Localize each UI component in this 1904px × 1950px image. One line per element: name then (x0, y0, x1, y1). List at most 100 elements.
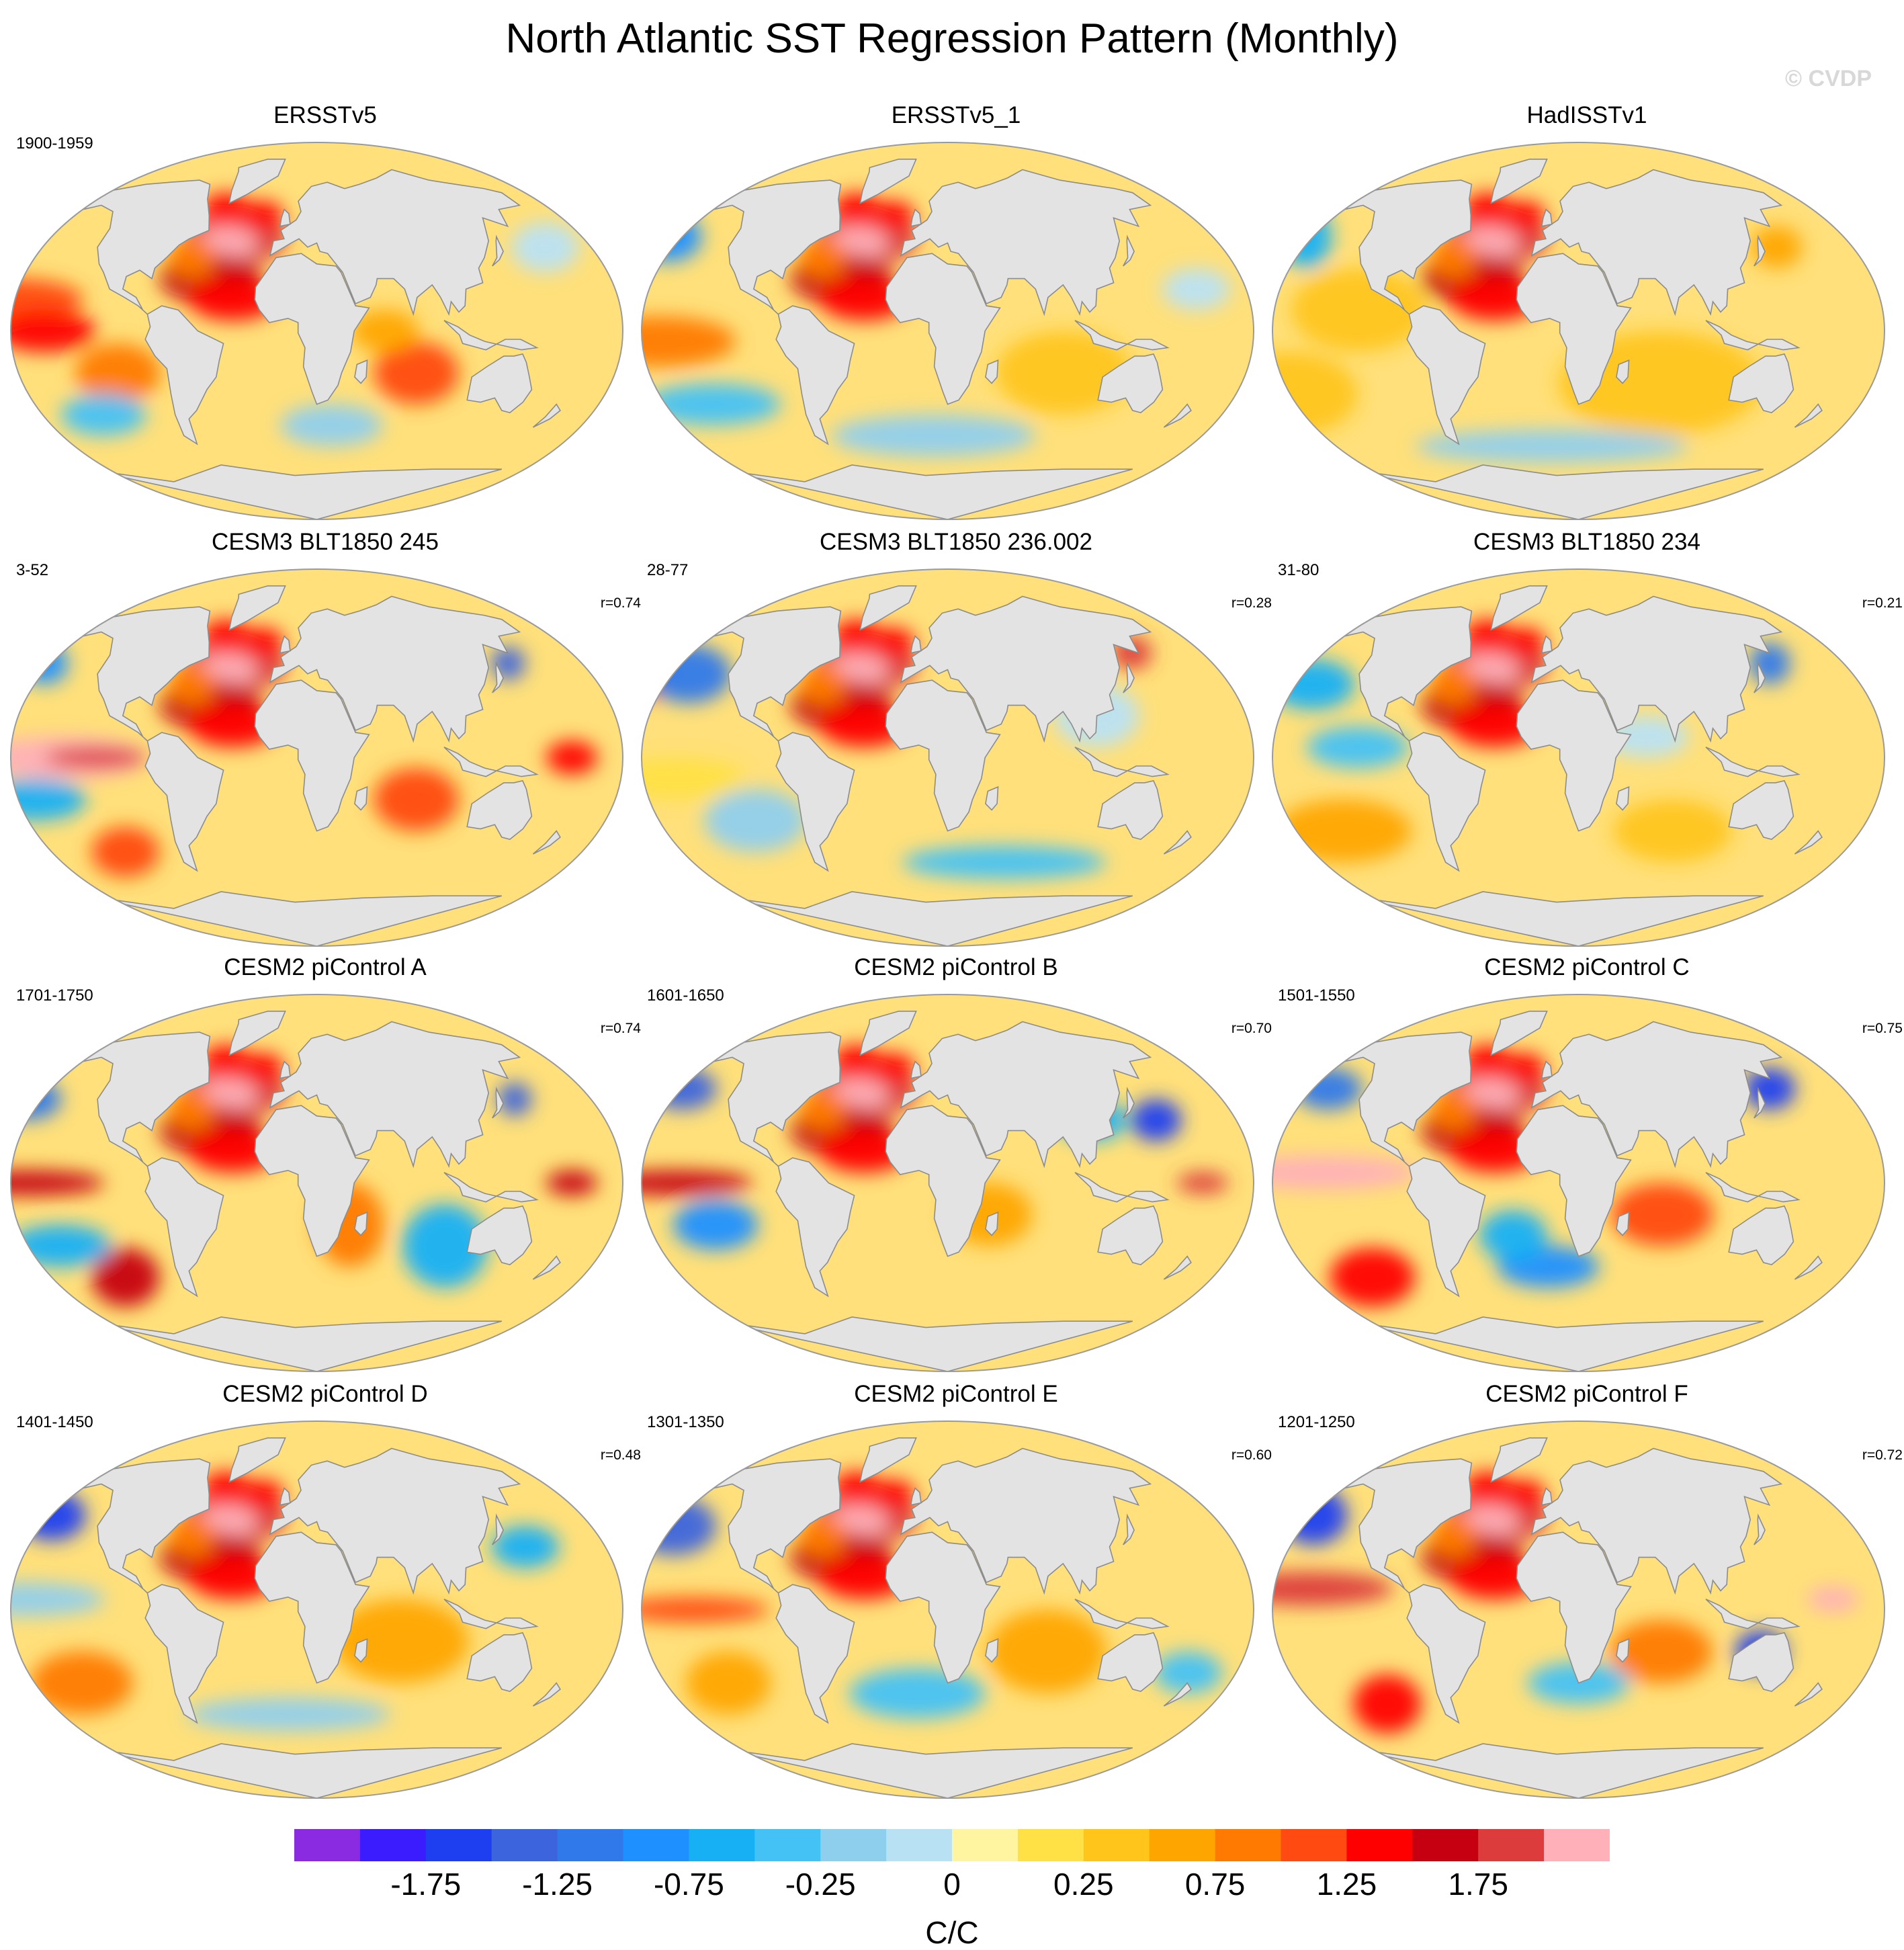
pattern-correlation: r=0.28 (1231, 595, 1272, 611)
map-panel: CESM3 BLT1850 245 3-52 r=0.74 (9, 527, 641, 951)
anomaly-blob (11, 778, 86, 820)
land-africa (254, 1105, 370, 1257)
colorbar-swatch (820, 1829, 887, 1861)
map-outline (641, 142, 1254, 520)
anomaly-blob (1463, 1471, 1512, 1505)
land-australia (466, 1205, 533, 1265)
map-panel: CESM2 piControl F 1201-1250 r=0.72 (1271, 1380, 1903, 1803)
panel-title: ERSSTv5_1 (891, 102, 1021, 128)
panel-period: 3-52 (16, 561, 49, 579)
colorbar-tick-label: 1.25 (1316, 1867, 1377, 1902)
land-new-zealand (532, 403, 561, 428)
anomaly-blob (1479, 1210, 1547, 1261)
land-africa (254, 253, 370, 405)
anomaly-blob (849, 1668, 986, 1719)
land-japan (492, 1087, 504, 1119)
land-africa (1516, 1105, 1632, 1257)
map-panel: CESM2 piControl D 1401-1450 r=0.48 (9, 1380, 641, 1803)
land-uk (1541, 1487, 1553, 1506)
anomaly-blob (511, 222, 580, 273)
anomaly-blob (167, 1089, 216, 1131)
land-antarctica (1347, 1316, 1764, 1371)
anomaly-field (11, 192, 580, 446)
land-africa (885, 679, 1001, 832)
anomaly-blob (1504, 628, 1545, 657)
land-new-zealand (1794, 1682, 1823, 1707)
land-madagascar (354, 1638, 368, 1663)
anomaly-blob (374, 341, 459, 405)
land-uk (910, 635, 922, 654)
colorbar-tick-label: 0.75 (1184, 1867, 1246, 1902)
pattern-correlation: r=0.74 (600, 595, 641, 611)
anomaly-blob (1330, 1248, 1415, 1307)
anomaly-blob (832, 192, 881, 226)
map-panel: CESM3 BLT1850 236.002 28-77 r=0.28 (640, 527, 1272, 951)
colorbar-swatch (294, 1829, 361, 1861)
map-panel: CESM2 piControl C 1501-1550 r=0.75 (1271, 953, 1903, 1376)
map-panel: ERSSTv5_1 (640, 101, 1272, 524)
map-panel: CESM2 piControl B 1601-1650 r=0.70 (640, 953, 1272, 1376)
anomaly-blob (1504, 1480, 1545, 1509)
anomaly-blob (1429, 663, 1477, 706)
land-madagascar (1616, 1638, 1630, 1663)
land-eurasia (900, 1447, 1152, 1595)
land-eurasia (269, 1447, 521, 1595)
anomaly-blob (685, 1651, 771, 1715)
map-outline (10, 1421, 623, 1799)
anomaly-blob (497, 1082, 532, 1116)
map-panel: CESM3 BLT1850 234 31-80 r=0.21 (1271, 527, 1903, 951)
land-greenland (1490, 1011, 1548, 1056)
panel-period: 1401-1450 (16, 1413, 93, 1431)
land-africa (885, 1105, 1001, 1257)
anomaly-blob (832, 1044, 881, 1078)
anomaly-blob (987, 1609, 1107, 1694)
anomaly-blob (996, 331, 1132, 415)
land-north-america (712, 1031, 842, 1167)
land-eurasia (1530, 595, 1783, 743)
land-antarctica (716, 1743, 1133, 1798)
land-south-america (144, 305, 224, 446)
map-outline (10, 142, 623, 520)
land-madagascar (354, 1211, 368, 1236)
land-antarctica (716, 464, 1133, 519)
anomaly-blob (832, 1471, 881, 1505)
land-madagascar (1616, 786, 1630, 811)
land-south-america (775, 1157, 855, 1298)
land-madagascar (985, 359, 999, 384)
anomaly-blob (832, 619, 881, 653)
anomaly-blob (280, 404, 383, 446)
land-greenland (228, 159, 286, 204)
colorbar-swatch (1281, 1829, 1347, 1861)
map-outline (1272, 994, 1885, 1372)
anomaly-blob (1744, 1068, 1796, 1110)
land-indonesia (1074, 320, 1170, 351)
sst-regression-map (641, 1421, 1254, 1799)
land-greenland (859, 1437, 917, 1483)
land-uk (1541, 208, 1553, 227)
anomaly-blob (642, 1170, 752, 1196)
pattern-correlation: r=0.72 (1862, 1447, 1903, 1463)
land-indonesia (1705, 1172, 1801, 1203)
anomaly-blob (1162, 268, 1231, 310)
land-south-america (775, 1584, 855, 1724)
map-panel: HadISSTv1 (1271, 101, 1903, 524)
land-antarctica (85, 464, 503, 519)
map-outline (10, 994, 623, 1372)
panel-period: 1501-1550 (1278, 986, 1355, 1005)
anomaly-blob (1807, 1586, 1859, 1612)
land-new-zealand (1163, 403, 1192, 428)
land-eurasia (1530, 169, 1783, 316)
sst-regression-map (1272, 568, 1885, 947)
land-japan (492, 661, 504, 693)
anomaly-blob (546, 1170, 598, 1196)
land-south-america (775, 305, 855, 446)
colorbar-tick-label: -1.25 (522, 1867, 593, 1902)
colorbar-swatch (1215, 1829, 1282, 1861)
map-outline (641, 994, 1254, 1372)
pattern-correlation: r=0.70 (1231, 1021, 1272, 1036)
land-uk (910, 1487, 922, 1506)
colorbar-swatch (886, 1829, 953, 1861)
panel-title: HadISSTv1 (1526, 102, 1647, 128)
anomaly-blob (20, 642, 69, 685)
land-australia (1728, 353, 1794, 413)
